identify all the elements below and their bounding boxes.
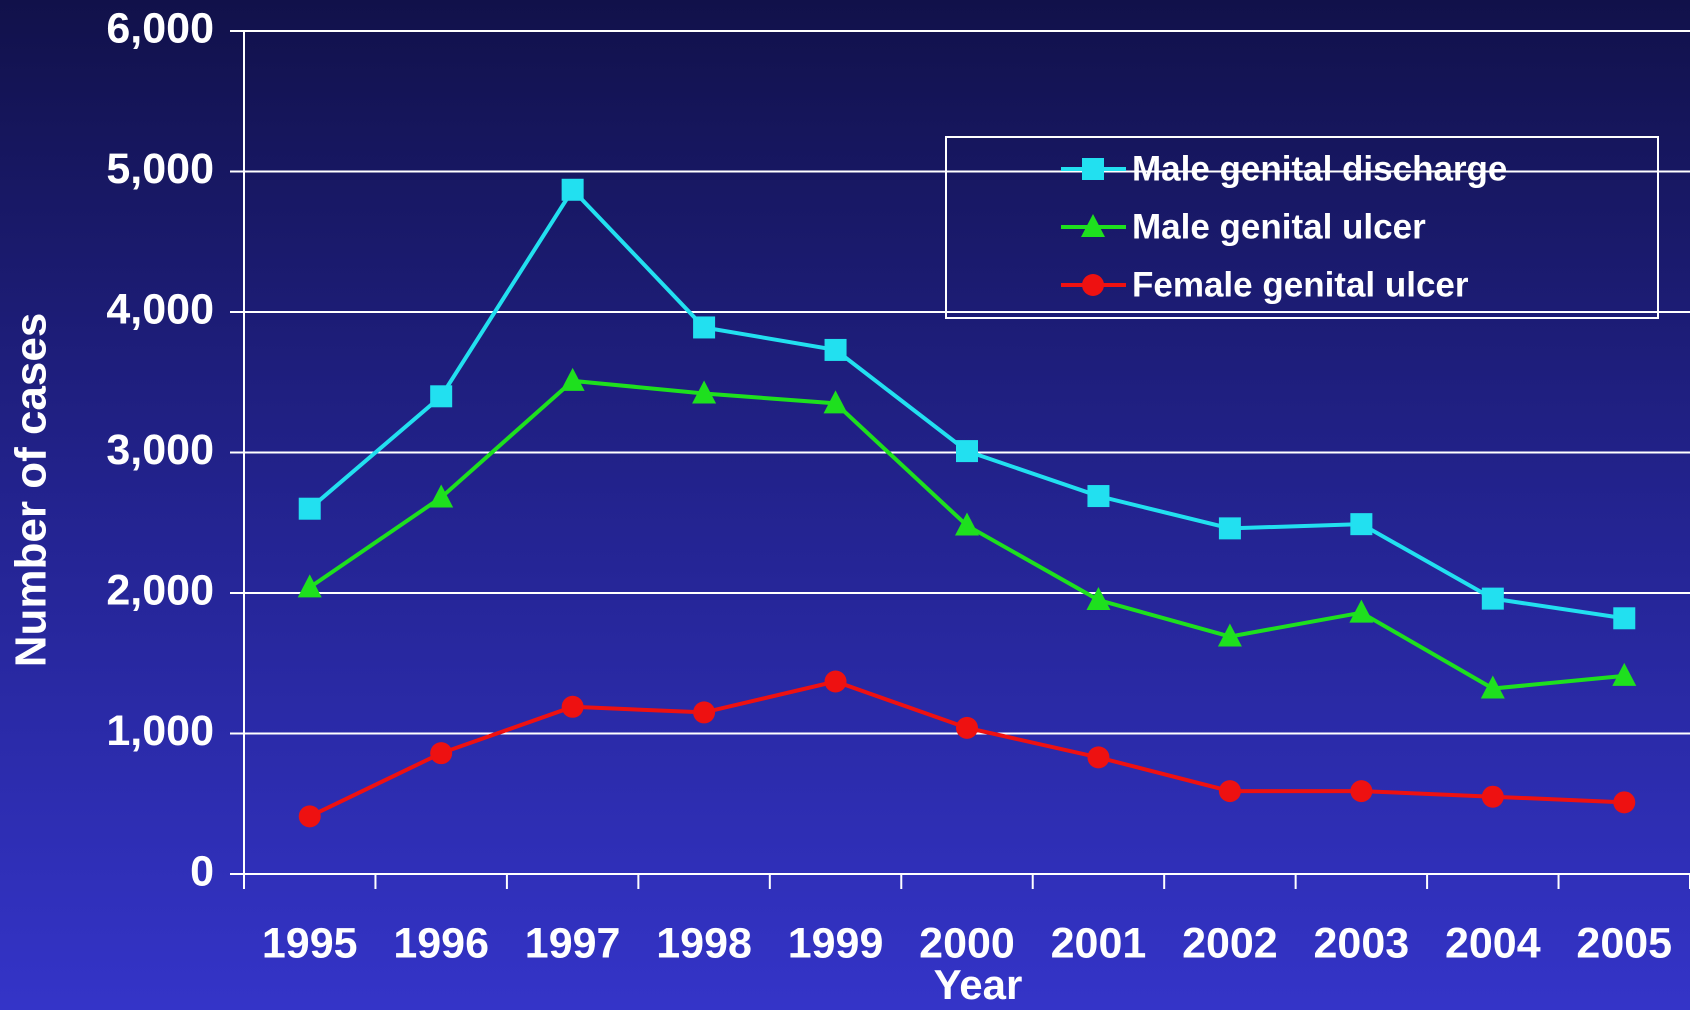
- data-point: [298, 497, 321, 520]
- data-point: [692, 380, 717, 404]
- x-tick-label: 1997: [525, 919, 621, 967]
- data-point: [560, 367, 585, 391]
- x-axis-title: Year: [934, 961, 1023, 1008]
- data-point: [1349, 599, 1374, 623]
- data-point: [1350, 780, 1373, 803]
- data-point: [298, 805, 321, 828]
- data-point: [1087, 746, 1110, 769]
- data-point: [297, 574, 322, 598]
- x-tick-label: 2004: [1445, 919, 1541, 967]
- legend-label: Female genital ulcer: [1132, 265, 1469, 304]
- data-point: [1480, 675, 1505, 699]
- y-tick-label: 4,000: [106, 285, 214, 333]
- data-point: [956, 716, 978, 739]
- data-point: [430, 742, 453, 765]
- x-tick-label: 2003: [1314, 919, 1410, 967]
- data-point: [561, 178, 584, 201]
- x-tick-label: 1998: [656, 919, 752, 967]
- data-point: [1086, 587, 1111, 611]
- data-point: [1087, 485, 1110, 508]
- data-point: [430, 385, 453, 408]
- data-point: [1350, 513, 1373, 536]
- x-tick-label: 1999: [788, 919, 884, 967]
- legend-box: [945, 136, 1659, 319]
- legend-marker: [1082, 158, 1104, 180]
- data-point: [429, 484, 454, 508]
- data-point: [1613, 607, 1636, 630]
- data-point: [1217, 623, 1242, 647]
- y-tick-label: 6,000: [106, 4, 214, 52]
- y-tick-label: 3,000: [106, 426, 214, 474]
- data-point: [1218, 517, 1241, 540]
- legend-label: Male genital ulcer: [1132, 207, 1426, 246]
- legend-label: Male genital discharge: [1132, 149, 1507, 188]
- y-tick-label: 2,000: [106, 566, 214, 614]
- data-point: [693, 316, 716, 339]
- data-point: [1613, 791, 1636, 814]
- data-point: [824, 338, 847, 361]
- legend-marker: [1082, 274, 1104, 296]
- data-point: [1481, 587, 1504, 610]
- x-tick-label: 2000: [919, 919, 1015, 967]
- x-tick-label: 2005: [1576, 919, 1672, 967]
- x-tick-label: 2001: [1051, 919, 1147, 967]
- data-point: [561, 695, 584, 718]
- x-tick-label: 1995: [262, 919, 358, 967]
- legend-marker: [1081, 214, 1105, 237]
- data-point: [824, 670, 847, 693]
- data-point: [693, 701, 716, 724]
- y-tick-label: 0: [190, 847, 214, 895]
- data-point: [955, 512, 979, 536]
- data-point: [956, 440, 978, 463]
- y-tick-label: 5,000: [106, 145, 214, 193]
- data-point: [1612, 662, 1637, 686]
- data-point: [1481, 785, 1504, 808]
- x-tick-label: 2002: [1182, 919, 1278, 967]
- y-axis-title: Number of cases: [7, 313, 56, 668]
- x-tick-label: 1996: [393, 919, 489, 967]
- y-tick-label: 1,000: [106, 707, 214, 755]
- data-point: [823, 390, 848, 414]
- data-point: [1218, 780, 1241, 803]
